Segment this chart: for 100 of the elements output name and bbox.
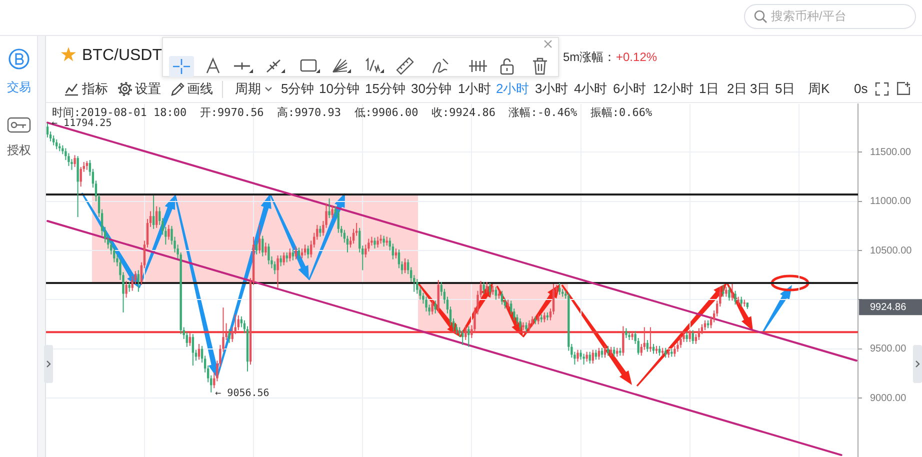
candlestick (74, 154, 76, 168)
candlestick (698, 328, 700, 340)
candlestick (337, 210, 340, 234)
text: +0.12% (616, 49, 658, 65)
candlestick (274, 260, 276, 275)
candlestick (588, 351, 591, 364)
candlestick (128, 281, 130, 292)
candlestick (137, 270, 140, 292)
text: 3小时 (535, 81, 568, 97)
text: 画线 (187, 81, 213, 97)
text: 授权 (7, 142, 31, 158)
candlestick (331, 204, 334, 219)
text: 1小时 (458, 81, 492, 97)
candlestick (686, 332, 688, 342)
candlestick (688, 330, 691, 342)
candlestick (558, 282, 561, 296)
candlestick (431, 300, 434, 315)
candlestick (294, 246, 298, 260)
annotation: ← 9056.56 (215, 388, 270, 400)
candlestick (258, 224, 261, 254)
candlestick (168, 224, 170, 240)
candlestick (282, 252, 285, 266)
candlestick (486, 281, 488, 294)
candlestick (56, 138, 58, 150)
text: 12小时 (653, 81, 694, 97)
candlestick (276, 254, 279, 288)
candlestick (649, 326, 652, 352)
text: 5m涨幅： (563, 49, 616, 65)
text: 15分钟 (365, 81, 406, 97)
candlestick (731, 283, 734, 302)
candlestick (622, 326, 624, 356)
candlestick (425, 296, 428, 312)
candlestick (300, 248, 304, 259)
candlestick (740, 296, 742, 308)
candlestick (582, 353, 585, 366)
candlestick (156, 206, 158, 228)
candlestick (658, 345, 661, 356)
candlestick (262, 235, 264, 257)
text: 2日 (727, 81, 748, 97)
text: 30分钟 (411, 81, 452, 97)
candlestick (76, 156, 79, 218)
candlestick (188, 332, 192, 346)
candlestick (646, 339, 649, 352)
y-tick-label: 9500.00 (870, 344, 907, 355)
candlestick (152, 194, 155, 230)
candlestick (482, 281, 485, 294)
candlestick (519, 318, 522, 331)
candlestick (680, 336, 682, 348)
candlestick (434, 300, 436, 314)
candlestick (674, 345, 676, 358)
text: 周K (808, 81, 830, 97)
candlestick (576, 349, 579, 362)
candlestick (306, 245, 310, 259)
text: 设置 (135, 81, 161, 97)
y-tick-label: 11500.00 (870, 146, 912, 158)
candlestick (286, 252, 288, 263)
chart-title: BTC/USDT (82, 46, 162, 65)
candlestick (268, 243, 270, 265)
candlestick (580, 349, 582, 360)
candlestick (192, 334, 194, 366)
candlestick (537, 314, 540, 325)
candlestick (652, 343, 655, 354)
candlestick (319, 225, 322, 238)
text: 1日 (699, 81, 720, 97)
candlestick (228, 328, 230, 344)
candlestick (394, 248, 398, 259)
text: 交易 (7, 79, 31, 95)
candlestick (606, 345, 610, 356)
candlestick (382, 235, 385, 248)
text: 5日 (775, 81, 796, 97)
candlestick (298, 247, 300, 260)
text: 10分钟 (319, 81, 360, 97)
candlestick (52, 134, 55, 146)
candlestick (462, 330, 464, 346)
text: 周期 (235, 81, 261, 97)
candlestick (728, 286, 730, 302)
text: 3日 (750, 81, 770, 97)
candlestick (304, 244, 306, 256)
y-tick-label: 9000.00 (870, 392, 907, 404)
candlestick (46, 122, 49, 138)
search-field: 搜索币种/平台 (744, 4, 916, 29)
candlestick (374, 237, 376, 250)
candlestick (464, 324, 467, 340)
y-tick-label: 11000.00 (870, 196, 912, 208)
candlestick (264, 242, 267, 256)
candlestick (692, 330, 694, 344)
text: 6小时 (613, 81, 646, 97)
candlestick (625, 328, 628, 339)
candlestick (525, 322, 528, 333)
text: 0s (854, 81, 868, 97)
candlestick (125, 280, 128, 298)
candlestick (468, 326, 470, 348)
candlestick (376, 236, 379, 248)
candlestick (725, 286, 728, 298)
text: 指标 (82, 81, 108, 97)
candlestick (328, 198, 330, 219)
candlestick (292, 249, 294, 261)
candlestick (255, 240, 258, 255)
candlestick (528, 320, 530, 333)
candlestick (488, 282, 491, 296)
